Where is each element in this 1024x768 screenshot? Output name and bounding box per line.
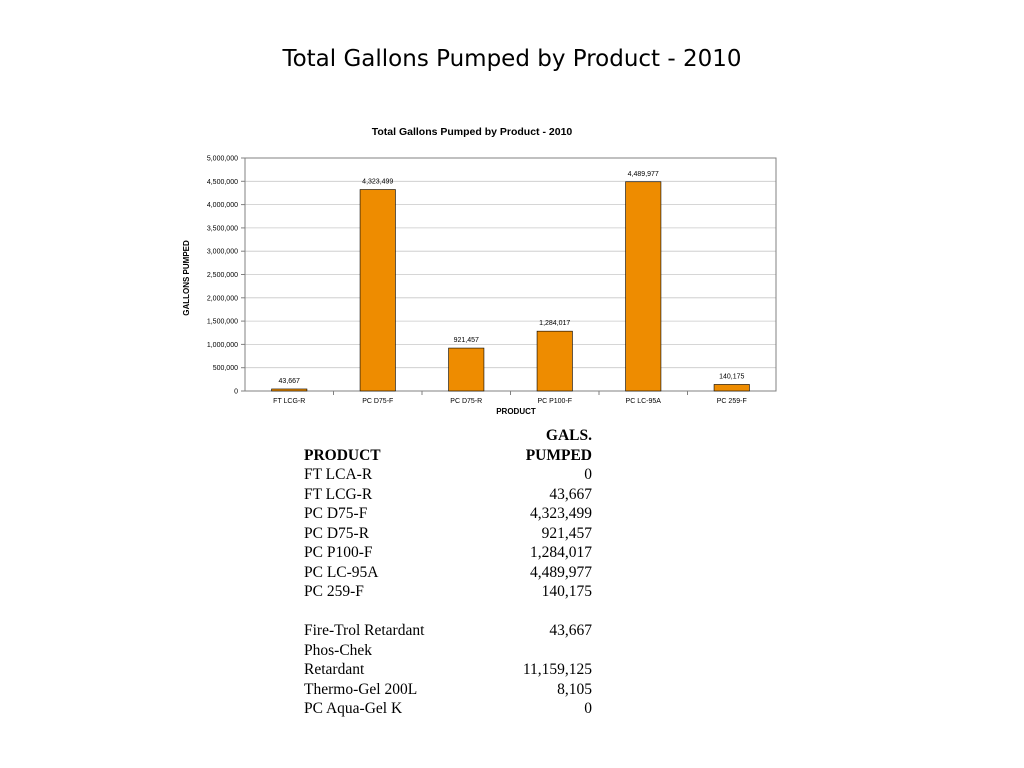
row-product: FT LCA-R bbox=[304, 466, 373, 483]
row-value: 4,323,499 bbox=[530, 505, 592, 522]
data-label: 4,323,499 bbox=[362, 179, 393, 186]
y-axis: 0 500,000 1,000,000 1,500,000 2,000,000 2,500… bbox=[207, 156, 245, 396]
table-header: PRODUCT GALS. PUMPED bbox=[304, 426, 592, 465]
table-row: FT LCG-R 43,667 bbox=[304, 485, 592, 505]
gridlines bbox=[245, 180, 776, 369]
x-tick-label: PC D75-R bbox=[450, 398, 482, 405]
y-tick-label: 5,000,000 bbox=[207, 156, 238, 163]
row-value: 921,457 bbox=[541, 524, 592, 542]
header-gallons-line2: PUMPED bbox=[525, 446, 592, 464]
x-tick-label: FT LCG-R bbox=[273, 398, 305, 405]
row-value: 43,667 bbox=[549, 485, 592, 503]
bar bbox=[448, 347, 485, 392]
table-rows: FT LCA-R 0 FT LCG-R 43,667 PC D75-F 4,323,499… bbox=[304, 465, 592, 602]
y-tick-label: 4,500,000 bbox=[207, 179, 238, 186]
bars: 43,667 4,323,499 921,457 1,284,017 4,489,977… bbox=[271, 171, 750, 392]
table-row: Thermo-Gel 200L 8,105 bbox=[304, 680, 592, 700]
row-product: Fire-Trol Retardant bbox=[304, 622, 425, 639]
y-tick-label: 2,000,000 bbox=[207, 295, 238, 302]
table-row: PC D75-R 921,457 bbox=[304, 524, 592, 544]
row-value: 140,175 bbox=[541, 583, 592, 600]
x-tick-label: PC D75-F bbox=[362, 398, 393, 405]
y-axis-title: GALLONS PUMPED bbox=[182, 240, 191, 316]
y-tick-label: 0 bbox=[234, 389, 238, 396]
bar bbox=[271, 388, 308, 392]
bar bbox=[359, 189, 396, 392]
table-spacer bbox=[304, 602, 592, 622]
slide-title: Total Gallons Pumped by Product - 2010 bbox=[282, 46, 742, 72]
row-product: PC P100-F bbox=[304, 544, 373, 561]
y-tick-label: 1,000,000 bbox=[207, 342, 238, 349]
row-product: PC D75-R bbox=[304, 524, 370, 542]
data-label: 4,489,977 bbox=[628, 171, 659, 178]
data-label: 43,667 bbox=[279, 378, 301, 385]
row-product-line1: Phos-Chek bbox=[304, 641, 373, 659]
table-row: PC P100-F 1,284,017 bbox=[304, 543, 592, 563]
y-tick-label: 4,000,000 bbox=[207, 202, 238, 209]
row-value: 11,159,125 bbox=[522, 661, 592, 678]
bar bbox=[625, 181, 662, 392]
x-tick-label: PC LC-95A bbox=[626, 398, 662, 405]
bar bbox=[536, 330, 573, 392]
table-row: Phos-Chek Retardant 11,159,125 bbox=[304, 641, 592, 680]
row-product: Thermo-Gel 200L bbox=[304, 680, 418, 698]
summary-rows: Fire-Trol Retardant 43,667 Phos-Chek Ret… bbox=[304, 621, 592, 719]
row-product: FT LCG-R bbox=[304, 485, 373, 503]
y-tick-label: 500,000 bbox=[213, 365, 238, 372]
row-product: PC Aqua-Gel K bbox=[304, 700, 403, 717]
table-row: PC 259-F 140,175 bbox=[304, 582, 592, 602]
row-value: 1,284,017 bbox=[530, 544, 592, 561]
data-label: 140,175 bbox=[719, 373, 744, 380]
x-tick-label: PC 259-F bbox=[717, 398, 747, 405]
row-value: 0 bbox=[584, 466, 592, 483]
bar-chart: Total Gallons Pumped by Product - 2010 0… bbox=[182, 126, 777, 416]
table-row: Fire-Trol Retardant 43,667 bbox=[304, 621, 592, 641]
data-label: 1,284,017 bbox=[539, 320, 570, 327]
row-product-line2: Retardant bbox=[304, 661, 365, 678]
header-gallons: GALS. PUMPED bbox=[526, 426, 592, 465]
table-row: PC Aqua-Gel K 0 bbox=[304, 699, 592, 719]
x-axis: FT LCG-R PC D75-F PC D75-R PC P100-F PC LC-9… bbox=[273, 391, 747, 405]
row-value: 43,667 bbox=[549, 622, 592, 639]
header-gallons-line1: GALS. bbox=[545, 427, 592, 444]
table-row: FT LCA-R 0 bbox=[304, 465, 592, 485]
row-product: PC D75-F bbox=[304, 505, 368, 522]
x-axis-title: PRODUCT bbox=[496, 407, 536, 416]
bar bbox=[713, 384, 750, 392]
row-value: 4,489,977 bbox=[530, 563, 592, 581]
chart-title: Total Gallons Pumped by Product - 2010 bbox=[372, 126, 573, 138]
header-product: PRODUCT bbox=[304, 446, 381, 464]
row-product: Phos-Chek Retardant bbox=[304, 641, 372, 680]
data-label: 921,457 bbox=[454, 337, 479, 344]
y-tick-label: 1,500,000 bbox=[207, 319, 238, 326]
row-value: 8,105 bbox=[557, 680, 592, 698]
row-product: PC 259-F bbox=[304, 583, 364, 600]
gallons-table: PRODUCT GALS. PUMPED FT LCA-R 0 FT LCG-R 43… bbox=[304, 426, 592, 719]
row-product: PC LC-95A bbox=[304, 563, 379, 581]
x-tick-label: PC P100-F bbox=[537, 398, 572, 405]
row-value: 0 bbox=[584, 700, 592, 717]
table-row: PC D75-F 4,323,499 bbox=[304, 504, 592, 524]
y-tick-label: 3,500,000 bbox=[207, 225, 238, 232]
y-tick-label: 3,000,000 bbox=[207, 249, 238, 256]
table-row: PC LC-95A 4,489,977 bbox=[304, 563, 592, 583]
y-tick-label: 2,500,000 bbox=[207, 272, 238, 279]
